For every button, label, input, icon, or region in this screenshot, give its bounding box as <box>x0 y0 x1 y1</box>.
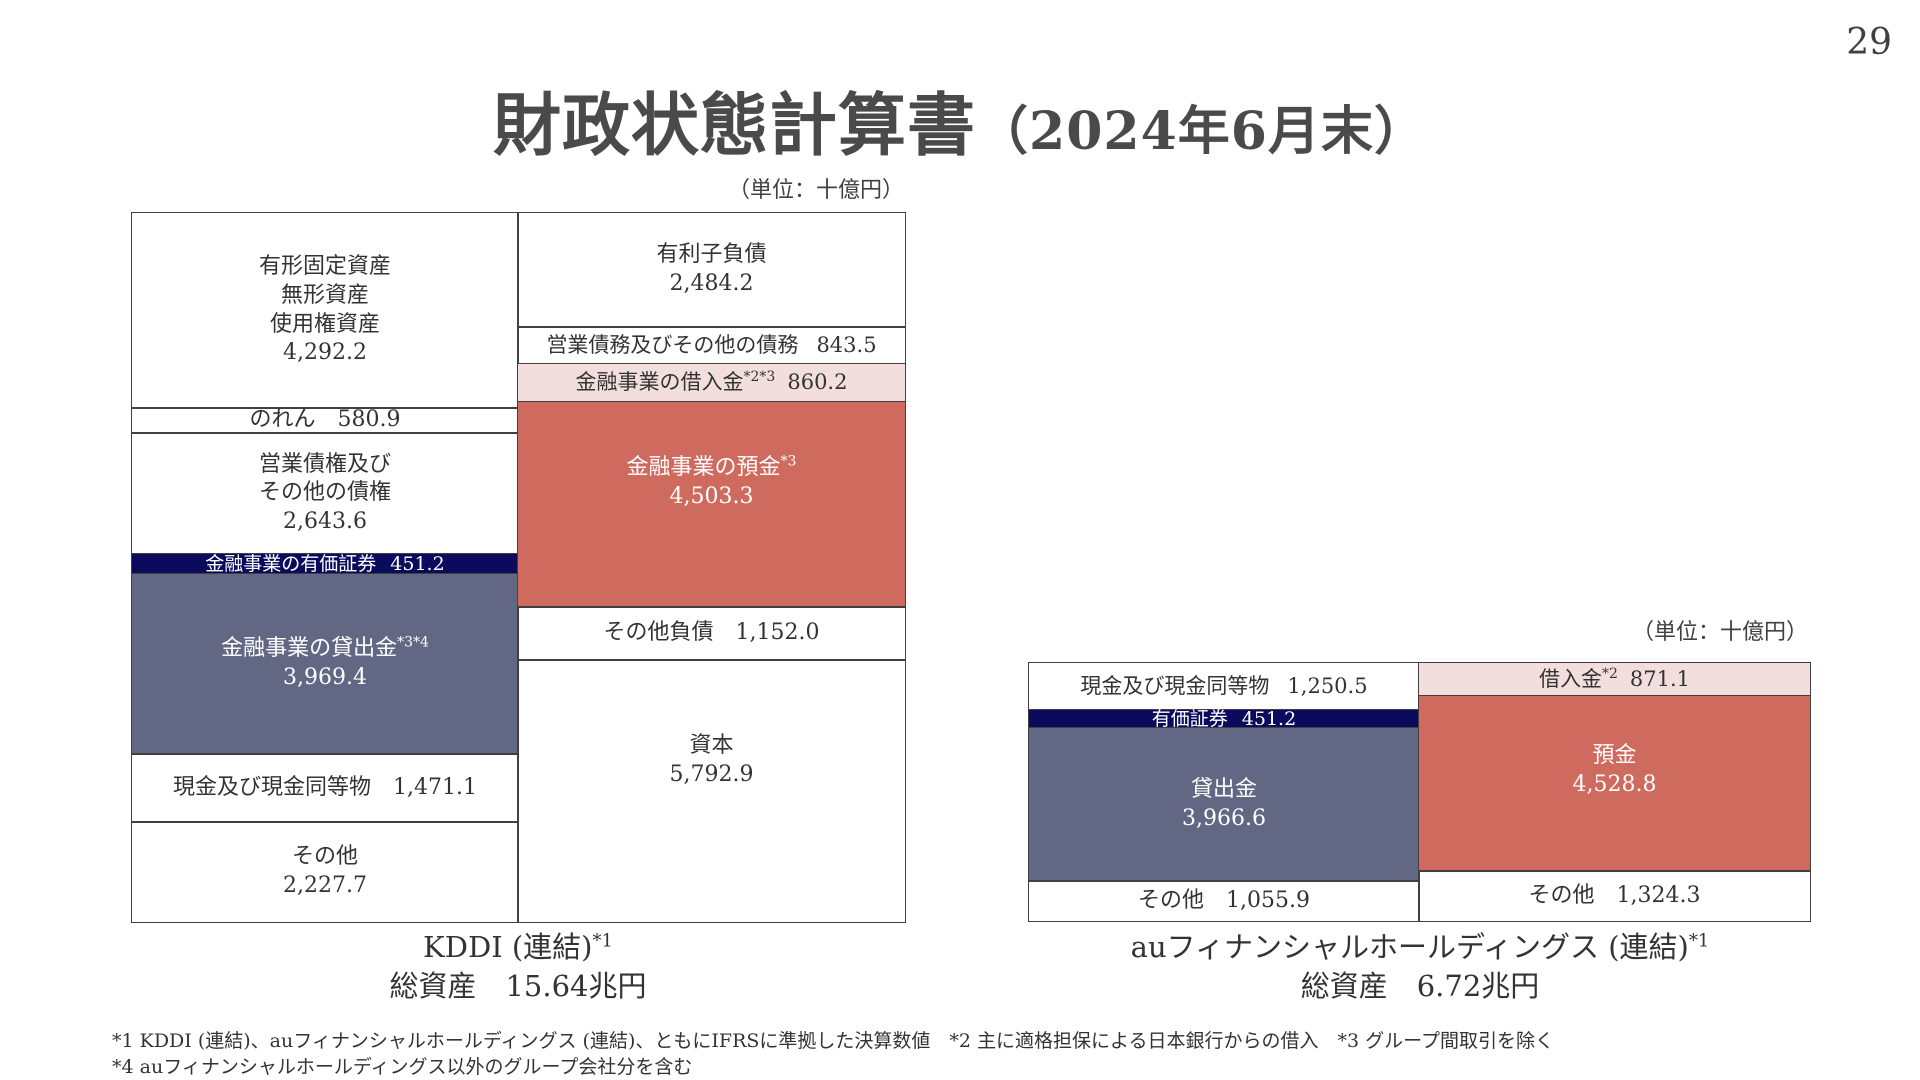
kddi-liab-interest-bearing-debt: 有利子負債 2,484.2 <box>517 212 906 328</box>
footnote-2: *4 auフィナンシャルホールディングス以外のグループ会社分を含む <box>112 1056 693 1078</box>
kddi-caption-footnote-mark: *1 <box>592 930 613 952</box>
au-asset-securities: 有価証券 451.2 <box>1028 707 1420 730</box>
kddi-asset-goodwill-label: のれん <box>249 407 316 433</box>
kddi-asset-other-label: その他 <box>291 844 358 870</box>
kddi-asset-loans-label: 金融事業の貸出金*3*4 <box>221 635 429 664</box>
kddi-equity-value: 5,792.9 <box>669 762 754 787</box>
kddi-liab-deposits-label-text: 金融事業の預金 <box>626 454 781 480</box>
page-number: 29 <box>1846 22 1892 63</box>
au-liab-other-label: その他 <box>1528 882 1595 908</box>
kddi-asset-loans: 金融事業の貸出金*3*4 3,969.4 <box>131 573 519 755</box>
kddi-equity-label: 資本 <box>689 733 734 759</box>
kddi-liab-payables-label: 営業債務及びその他の債務 <box>546 332 799 357</box>
page-title: 財政状態計算書（2024年6月末） <box>0 70 1920 169</box>
kddi-liab-other-label: その他負債 <box>603 620 714 646</box>
kddi-asset-receivables-label-1: 営業債権及び <box>258 451 391 477</box>
kddi-asset-loans-value: 3,969.4 <box>283 665 367 690</box>
kddi-asset-cash: 現金及び現金同等物 1,471.1 <box>131 753 519 823</box>
kddi-liab-debt-value: 2,484.2 <box>669 271 754 296</box>
au-caption-name: auフィナンシャルホールディングス (連結)*1 <box>1020 928 1820 967</box>
kddi-liab-debt-label: 有利子負債 <box>656 242 767 268</box>
kddi-liab-payables: 営業債務及びその他の債務 843.5 <box>517 326 906 365</box>
au-caption: auフィナンシャルホールディングス (連結)*1 総資産 6.72兆円 <box>1020 928 1820 1006</box>
kddi-caption-name-text: KDDI (連結) <box>423 930 593 964</box>
kddi-liab-deposits-footnote-mark: *3 <box>780 453 797 470</box>
au-asset-other-value: 1,055.9 <box>1226 887 1310 913</box>
au-asset-cash-value: 1,250.5 <box>1287 673 1368 698</box>
kddi-liab-borrowings-value: 860.2 <box>787 370 848 395</box>
kddi-liab-payables-value: 843.5 <box>816 332 877 357</box>
au-liab-borrowings: 借入金*2 871.1 <box>1418 662 1811 697</box>
kddi-asset-receivables: 営業債権及び その他の債権 2,643.6 <box>131 432 519 555</box>
kddi-asset-fixed-assets: 有形固定資産 無形資産 使用権資産 4,292.2 <box>131 212 519 409</box>
kddi-liab-deposits-label: 金融事業の預金*3 <box>627 454 797 483</box>
kddi-liab-borrowings-footnote-mark: *2*3 <box>743 369 776 386</box>
kddi-liab-borrowings-label-text: 金融事業の借入金 <box>575 370 744 395</box>
kddi-asset-receivables-label-2: その他の債権 <box>258 480 391 506</box>
au-liab-other: その他 1,324.3 <box>1418 870 1811 922</box>
title-main: 財政状態計算書 <box>493 86 977 166</box>
kddi-asset-fixed-label-3: 使用権資産 <box>269 311 380 337</box>
kddi-caption-name: KDDI (連結)*1 <box>318 928 718 967</box>
au-liab-deposits-value: 4,528.8 <box>1572 771 1657 797</box>
kddi-asset-fixed-label-1: 有形固定資産 <box>258 254 391 280</box>
kddi-liab-deposits-value: 4,503.3 <box>669 483 754 509</box>
au-asset-loans-value: 3,966.6 <box>1182 805 1266 831</box>
au-asset-securities-label: 有価証券 <box>1151 707 1228 730</box>
au-liab-borrowings-footnote-mark: *2 <box>1601 665 1618 682</box>
kddi-asset-fixed-value: 4,292.2 <box>283 340 367 366</box>
kddi-asset-goodwill: のれん 580.9 <box>131 407 519 434</box>
au-liab-borrowings-value: 871.1 <box>1629 666 1691 691</box>
kddi-unit-label: （単位：十億円） <box>728 178 905 203</box>
au-liab-borrowings-label-text: 借入金 <box>1538 666 1602 691</box>
kddi-caption: KDDI (連結)*1 総資産 15.64兆円 <box>318 928 718 1006</box>
kddi-asset-goodwill-value: 580.9 <box>337 407 401 433</box>
au-unit-label: （単位：十億円） <box>1632 620 1809 645</box>
kddi-asset-loans-label-text: 金融事業の貸出金 <box>221 636 398 662</box>
kddi-asset-other: その他 2,227.7 <box>131 821 519 923</box>
au-liab-deposits-label: 預金 <box>1592 742 1637 768</box>
au-caption-footnote-mark: *1 <box>1688 930 1710 952</box>
title-period: （2024年6月末） <box>976 101 1427 162</box>
au-asset-other-label: その他 <box>1138 887 1205 913</box>
kddi-asset-receivables-value: 2,643.6 <box>283 508 367 534</box>
au-liab-deposits: 預金 4,528.8 <box>1418 695 1811 872</box>
kddi-liab-other: その他負債 1,152.0 <box>517 606 906 661</box>
kddi-asset-loans-footnote-mark: *3*4 <box>397 635 429 652</box>
au-asset-loans-label: 貸出金 <box>1190 776 1257 802</box>
au-asset-cash: 現金及び現金同等物 1,250.5 <box>1028 662 1420 711</box>
kddi-liab-borrowings-label: 金融事業の借入金*2*3 <box>576 369 776 396</box>
kddi-liab-deposits: 金融事業の預金*3 4,503.3 <box>517 401 906 608</box>
kddi-asset-securities-label: 金融事業の有価証券 <box>205 552 377 575</box>
au-asset-cash-label: 現金及び現金同等物 <box>1080 673 1270 698</box>
au-caption-name-text: auフィナンシャルホールディングス (連結) <box>1130 930 1689 964</box>
kddi-asset-securities: 金融事業の有価証券 451.2 <box>131 553 519 575</box>
kddi-equity: 資本 5,792.9 <box>517 659 906 923</box>
au-asset-loans: 貸出金 3,966.6 <box>1028 727 1420 882</box>
au-liab-borrowings-label: 借入金*2 <box>1539 666 1618 693</box>
au-total-assets: 総資産 6.72兆円 <box>1300 969 1540 1004</box>
au-asset-other: その他 1,055.9 <box>1028 880 1420 922</box>
au-liab-other-value: 1,324.3 <box>1616 882 1701 908</box>
kddi-total-assets: 総資産 15.64兆円 <box>389 969 647 1004</box>
kddi-liab-borrowings: 金融事業の借入金*2*3 860.2 <box>517 363 906 403</box>
kddi-asset-fixed-label-2: 無形資産 <box>280 282 369 308</box>
kddi-asset-cash-label: 現金及び現金同等物 <box>173 774 372 800</box>
au-asset-securities-value: 451.2 <box>1241 707 1297 730</box>
kddi-asset-cash-value: 1,471.1 <box>393 774 477 800</box>
kddi-liab-other-value: 1,152.0 <box>735 620 820 646</box>
kddi-asset-other-value: 2,227.7 <box>283 873 367 898</box>
kddi-asset-securities-value: 451.2 <box>390 552 445 575</box>
footnote-1: *1 KDDI (連結)、auフィナンシャルホールディングス (連結)、ともにI… <box>112 1030 1554 1052</box>
